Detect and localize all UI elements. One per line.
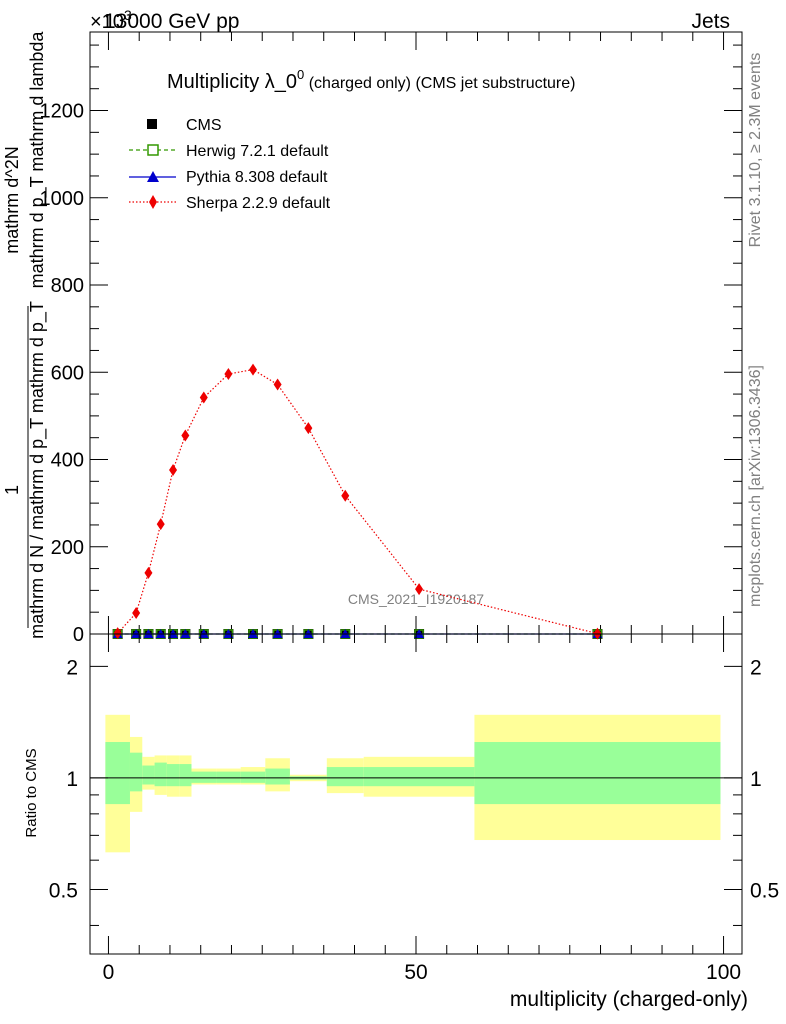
ratio-y-tick-label: 0.5: [49, 880, 78, 903]
ratio-x-tick-label: 50: [404, 961, 427, 984]
y-label-line3: mathrm d p_T mathrm d lambda: [27, 31, 48, 289]
legend-herwig-marker: [147, 144, 159, 156]
ratio-inner-band: [142, 765, 155, 785]
ratio-inner-band: [191, 771, 217, 783]
ratio-inner-band: [363, 767, 475, 787]
legend-pythia-label: Pythia 8.308 default: [186, 169, 328, 186]
main-y-axis-label: 1 mathrm d N / mathrm d p_T mathrm d p_T…: [2, 31, 48, 639]
legend-cms-label: CMS: [186, 117, 222, 134]
main-y-tick-label: 800: [51, 275, 84, 297]
ratio-x-axis: 0 50 100: [103, 634, 741, 984]
legend-herwig-label: Herwig 7.2.1 default: [186, 143, 329, 160]
legend-sherpa-marker: [149, 195, 157, 209]
sherpa-point: [304, 422, 313, 435]
ratio-inner-band: [265, 768, 290, 785]
main-y-tick-label: 0: [73, 624, 84, 646]
ratio-x-tick-label: 0: [103, 961, 115, 984]
main-y-tick-label: 400: [51, 450, 84, 472]
x-axis-label: multiplicity (charged-only): [510, 988, 748, 1011]
legend-pythia-marker: [147, 171, 159, 182]
main-y-tick-label: 1000: [40, 188, 85, 210]
ratio-inner-band: [154, 762, 167, 787]
ratio-inner-band: [474, 742, 721, 805]
ratio-y-tick-label-right: 0.5: [750, 880, 779, 903]
ratio-y-tick-label: 2: [66, 656, 78, 679]
sherpa-point: [341, 489, 350, 502]
sherpa-series-line: [117, 368, 598, 635]
ratio-inner-band: [129, 752, 143, 792]
sherpa-point: [415, 583, 424, 596]
ratio-inner-band: [240, 771, 266, 783]
sherpa-point: [199, 391, 208, 404]
sherpa-point: [224, 368, 233, 381]
ratio-y-tick-label-right: 2: [750, 656, 762, 679]
sherpa-point: [273, 378, 282, 391]
y-label-numerator: 1: [2, 485, 22, 495]
main-y-tick-label: 200: [51, 537, 84, 559]
legend-sherpa-label: Sherpa 2.2.9 default: [186, 195, 331, 212]
sherpa-point: [132, 607, 141, 620]
sherpa-point: [169, 463, 178, 476]
ratio-y-tick-label: 1: [66, 768, 78, 791]
plot-title: Multiplicity λ_00 (charged only) (CMS je…: [167, 67, 575, 93]
legend-cms-marker: [147, 119, 157, 129]
ratio-x-tick-label: 100: [706, 961, 741, 984]
rivet-label: Rivet 3.1.10, ≥ 2.3M events: [747, 53, 764, 248]
sherpa-point: [181, 429, 190, 442]
ratio-inner-band: [216, 771, 241, 783]
ratio-y-axis: 0.5 0.5 1 1 2 2: [49, 656, 779, 926]
sherpa-point: [113, 627, 122, 640]
legend: CMS Herwig 7.2.1 default Pythia 8.308 de…: [129, 117, 331, 212]
exponent-base: ×10: [90, 11, 124, 33]
category-label: Jets: [691, 10, 730, 33]
main-y-tick-label: 600: [51, 362, 84, 384]
ratio-inner-band: [166, 764, 180, 787]
ratio-inner-band: [179, 764, 192, 787]
exponent-value: 3: [124, 7, 132, 23]
analysis-watermark: CMS_2021_I1920187: [348, 591, 484, 607]
ratio-inner-band: [326, 767, 364, 787]
main-y-tick-label: 1200: [40, 101, 85, 123]
main-y-axis: 0 200 400 600 800 1000 1200: [40, 44, 742, 646]
ratio-y-tick-label-right: 1: [750, 768, 762, 791]
energy-label: 13000 GeV pp: [104, 10, 239, 33]
y-label-denominator: mathrm d N / mathrm d p_T mathrm d p_T: [27, 301, 48, 639]
ratio-bands-layer: [105, 714, 721, 853]
sherpa-point: [249, 363, 257, 376]
sherpa-point: [144, 566, 153, 579]
ratio-y-axis-label: Ratio to CMS: [23, 748, 40, 837]
sherpa-point: [156, 518, 165, 531]
mcplots-label: mcplots.cern.ch [arXiv:1306.3436]: [747, 365, 764, 607]
y-label-line2: mathrm d^2N: [2, 146, 22, 253]
ratio-inner-band: [105, 742, 130, 805]
